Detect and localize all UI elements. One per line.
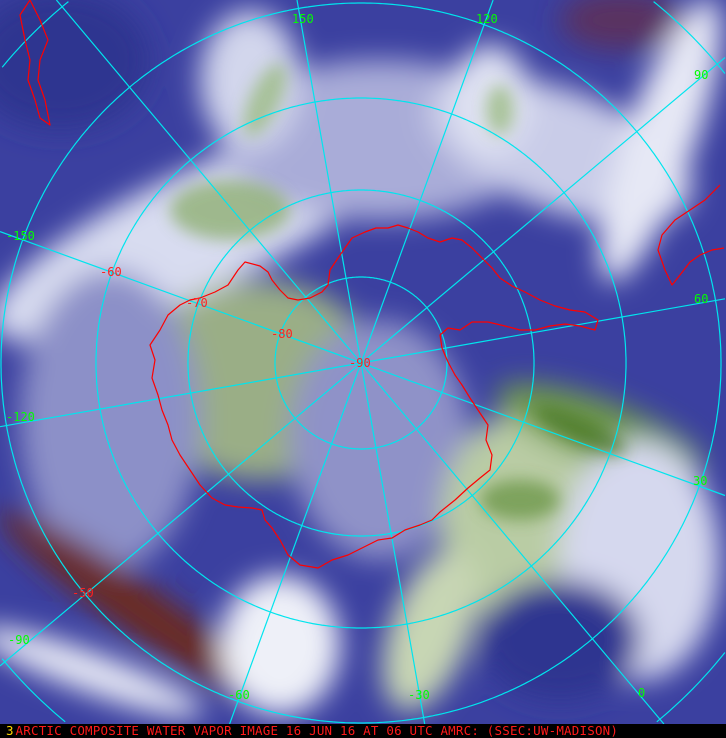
longitude-label: 30 (693, 474, 707, 488)
longitude-label: 0 (638, 686, 645, 700)
longitude-label: 150 (292, 12, 314, 26)
coastlines (19, 0, 725, 569)
meridian-line (360, 298, 726, 364)
meridian-line (0, 362, 362, 428)
meridian-line (360, 362, 726, 497)
longitude-label: -60 (228, 688, 250, 702)
longitude-label: -150 (6, 229, 35, 243)
image-caption: ARCTIC COMPOSITE WATER VAPOR IMAGE 16 JU… (15, 723, 619, 738)
new-zealand-coastline (19, 0, 51, 126)
longitude-label: -30 (408, 688, 430, 702)
grid-labels: 150 120 90 60 30 0 -30 -60 -90 -120 -150 -90 -80 -70 -… (6, 12, 708, 702)
latitude-label: -80 (271, 327, 293, 341)
longitude-label: 60 (694, 292, 708, 306)
latitude-circle (274, 276, 448, 450)
meridian-line (360, 362, 426, 725)
longitude-label: -90 (8, 633, 30, 647)
latitude-label: -70 (186, 296, 208, 310)
latitude-circle (187, 189, 535, 537)
caption-bar: 3 ARCTIC COMPOSITE WATER VAPOR IMAGE 16 … (0, 724, 726, 738)
meridian-line (360, 0, 494, 364)
latitude-label: -60 (100, 265, 122, 279)
meridian-line (360, 57, 726, 364)
frame-number: 3 (6, 723, 14, 738)
latitude-circle (95, 97, 627, 629)
longitude-label: 120 (476, 12, 498, 26)
longitude-label: 90 (694, 68, 708, 82)
meridian-line (296, 0, 362, 364)
south-america-coastline (657, 184, 725, 286)
longitude-label: -120 (6, 410, 35, 424)
meridian-line (0, 231, 362, 364)
meridian-line (55, 0, 362, 364)
meridian-line (0, 362, 362, 667)
antarctica-coastline (149, 224, 599, 569)
latitude-circle (1, 1, 726, 723)
meridian-line (360, 362, 665, 725)
latitude-label: -50 (72, 586, 94, 600)
meridian-line (229, 362, 362, 725)
latitude-label: -90 (349, 356, 371, 370)
latitude-circle (0, 2, 722, 724)
